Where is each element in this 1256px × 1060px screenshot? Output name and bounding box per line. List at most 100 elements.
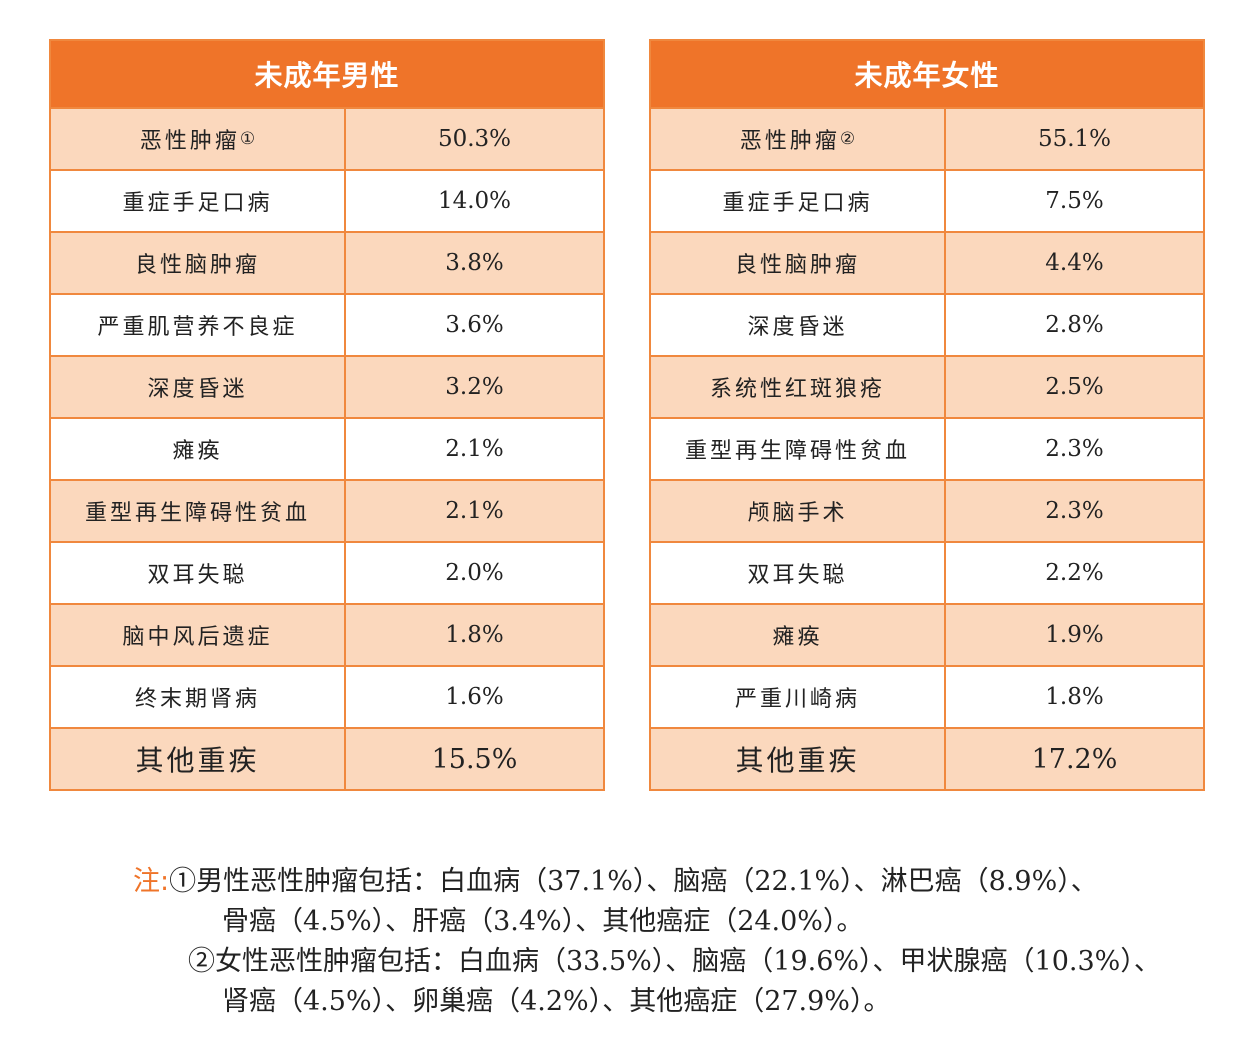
disease-name: 恶性肿瘤 [739,129,840,154]
table-row: 恶性肿瘤 ② 55.1% [651,107,1203,169]
table-row: 其他重疾 15.5% [51,727,603,789]
percentage-cell: 50.3% [437,126,512,152]
disease-name: 脑中风后遗症 [122,625,273,650]
disease-name: 其他重疾 [135,744,260,777]
disease-name: 瘫痪 [172,439,223,464]
table-row: 恶性肿瘤 ① 50.3% [51,107,603,169]
footnote-mark: ① [239,129,256,149]
disease-cell: 其他重疾 [51,729,346,789]
disease-name: 系统性红斑狼疮 [709,377,885,402]
percentage-cell: 15.5% [431,743,518,775]
note-line: ①男性恶性肿瘤包括：白血病（37.1%）、脑癌（22.1%）、淋巴癌（8.9%）… [169,866,1098,897]
disease-cell: 瘫痪 [51,419,346,479]
disease-cell: 瘫痪 [651,605,946,665]
disease-cell: 恶性肿瘤 ① [51,109,346,169]
table-row: 终末期肾病 1.6% [51,665,603,727]
disease-cell: 重型再生障碍性贫血 [51,481,346,541]
percentage-cell: 7.5% [1045,188,1104,214]
percentage-cell: 2.0% [445,560,504,586]
percentage-cell: 1.6% [445,684,504,710]
table-row: 深度昏迷 2.8% [651,293,1203,355]
disease-name: 瘫痪 [772,625,823,650]
disease-name: 重症手足口病 [722,191,873,216]
percentage-cell: 2.3% [1045,436,1104,462]
disease-cell: 深度昏迷 [651,295,946,355]
disease-cell: 严重川崎病 [651,667,946,727]
percentage-cell: 3.2% [445,374,504,400]
disease-name: 其他重疾 [735,744,860,777]
disease-name: 终末期肾病 [134,687,260,712]
percentage-cell: 1.9% [1045,622,1104,648]
disease-cell: 良性脑肿瘤 [51,233,346,293]
disease-cell: 脑中风后遗症 [51,605,346,665]
table-row: 双耳失聪 2.2% [651,541,1203,603]
table-row: 其他重疾 17.2% [651,727,1203,789]
table-row: 瘫痪 1.9% [651,603,1203,665]
table-row: 严重川崎病 1.8% [651,665,1203,727]
table-row: 重型再生障碍性贫血 2.3% [651,417,1203,479]
note-line: 骨癌（4.5%）、肝癌（3.4%）、其他癌症（24.0%）。 [222,906,864,937]
disease-cell: 终末期肾病 [51,667,346,727]
table-row: 颅脑手术 2.3% [651,479,1203,541]
percentage-cell: 1.8% [445,622,504,648]
percentage-cell: 1.8% [1045,684,1104,710]
percentage-cell: 3.8% [445,250,504,276]
table-row: 重症手足口病 7.5% [651,169,1203,231]
disease-name: 重型再生障碍性贫血 [684,439,910,464]
table-row: 深度昏迷 3.2% [51,355,603,417]
disease-cell: 良性脑肿瘤 [651,233,946,293]
disease-cell: 颅脑手术 [651,481,946,541]
disease-name: 双耳失聪 [747,563,848,588]
disease-cell: 恶性肿瘤 ② [651,109,946,169]
table-row: 良性脑肿瘤 4.4% [651,231,1203,293]
percentage-cell: 2.5% [1045,374,1104,400]
disease-name: 深度昏迷 [747,315,848,340]
disease-name: 良性脑肿瘤 [134,253,260,278]
percentage-cell: 3.6% [445,312,504,338]
disease-name: 深度昏迷 [147,377,248,402]
disease-name: 重症手足口病 [122,191,273,216]
table-minor-male: 未成年男性 恶性肿瘤 ① 50.3% 重症手足口病 14.0% 良性脑肿瘤 3.8% 严重肌营… [49,39,605,791]
percentage-cell: 2.3% [1045,498,1104,524]
disease-cell: 双耳失聪 [51,543,346,603]
disease-name: 严重肌营养不良症 [97,315,298,340]
disease-cell: 深度昏迷 [51,357,346,417]
disease-name: 恶性肿瘤 [139,129,240,154]
note-line: 肾癌（4.5%）、卵巢癌（4.2%）、其他癌症（27.9%）。 [222,986,891,1017]
disease-name: 颅脑手术 [747,501,848,526]
table-row: 系统性红斑狼疮 2.5% [651,355,1203,417]
table-row: 重型再生障碍性贫血 2.1% [51,479,603,541]
footnotes: 注:①男性恶性肿瘤包括：白血病（37.1%）、脑癌（22.1%）、淋巴癌（8.9… [133,862,1233,1022]
percentage-cell: 4.4% [1045,250,1104,276]
disease-name: 重型再生障碍性贫血 [84,501,310,526]
percentage-cell: 2.1% [445,436,504,462]
disease-cell: 重症手足口病 [51,171,346,231]
percentage-cell: 2.1% [445,498,504,524]
disease-cell: 双耳失聪 [651,543,946,603]
disease-name: 良性脑肿瘤 [734,253,860,278]
disease-cell: 重症手足口病 [651,171,946,231]
percentage-cell: 14.0% [437,188,512,214]
percentage-cell: 55.1% [1037,126,1112,152]
percentage-cell: 17.2% [1031,743,1118,775]
disease-name: 双耳失聪 [147,563,248,588]
table-row: 双耳失聪 2.0% [51,541,603,603]
percentage-cell: 2.8% [1045,312,1104,338]
table-title: 未成年女性 [651,41,1203,107]
table-row: 重症手足口病 14.0% [51,169,603,231]
disease-cell: 重型再生障碍性贫血 [651,419,946,479]
disease-cell: 其他重疾 [651,729,946,789]
table-row: 脑中风后遗症 1.8% [51,603,603,665]
table-minor-female: 未成年女性 恶性肿瘤 ② 55.1% 重症手足口病 7.5% 良性脑肿瘤 4.4% 深度昏迷 2… [649,39,1205,791]
disease-name: 严重川崎病 [734,687,860,712]
percentage-cell: 2.2% [1045,560,1104,586]
footnote-mark: ② [839,129,856,149]
notes-label: 注: [133,866,170,897]
disease-cell: 严重肌营养不良症 [51,295,346,355]
table-row: 瘫痪 2.1% [51,417,603,479]
disease-cell: 系统性红斑狼疮 [651,357,946,417]
table-row: 严重肌营养不良症 3.6% [51,293,603,355]
table-row: 良性脑肿瘤 3.8% [51,231,603,293]
table-title: 未成年男性 [51,41,603,107]
note-line: ②女性恶性肿瘤包括：白血病（33.5%）、脑癌（19.6%）、甲状腺癌（10.3… [188,946,1161,977]
